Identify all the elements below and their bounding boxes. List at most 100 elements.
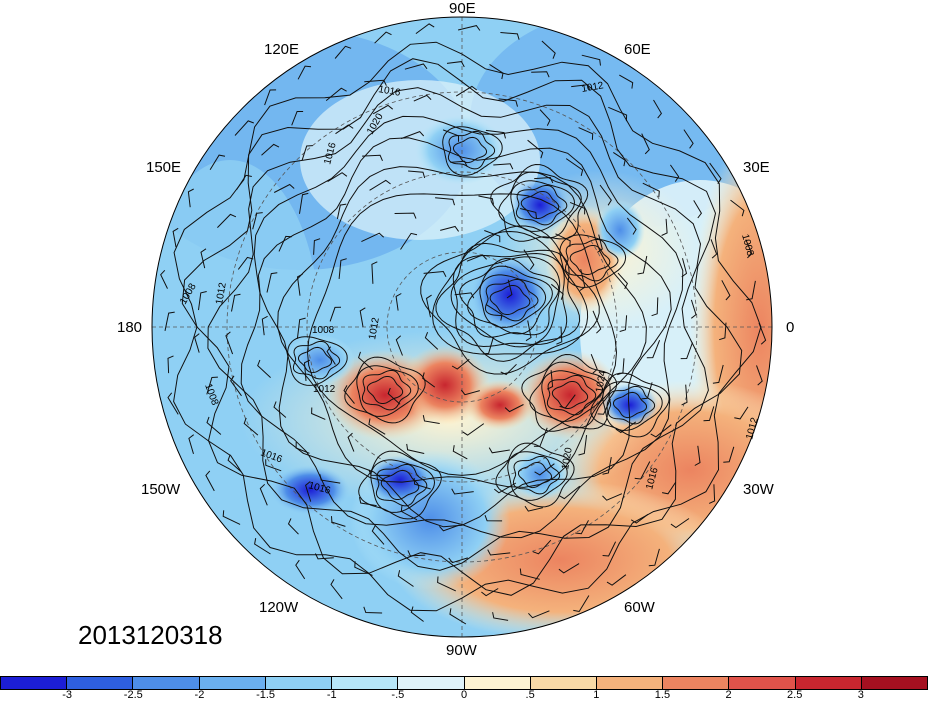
colorbar-segment <box>795 677 862 689</box>
isobar-contour <box>564 238 619 282</box>
wind-barb <box>581 54 601 66</box>
wind-barb <box>555 233 571 247</box>
wind-barb <box>261 315 268 336</box>
longitude-label-30e: 30E <box>743 159 770 176</box>
wind-barb <box>295 559 306 580</box>
wind-barb <box>662 481 677 495</box>
wind-barb <box>437 576 457 592</box>
wind-barb <box>669 164 680 182</box>
isobar-contour <box>546 374 597 416</box>
colorbar-segment <box>530 677 597 689</box>
wind-barb <box>498 98 518 107</box>
wind-barb <box>450 160 468 167</box>
colorbar-tick-label: -1.5 <box>256 689 276 701</box>
wind-barb <box>440 225 460 232</box>
isobar-contour <box>479 274 547 328</box>
wind-barb <box>531 71 550 78</box>
isobar-contour <box>450 256 561 348</box>
isobar-contour <box>484 278 539 322</box>
wind-barb <box>482 336 494 355</box>
isobar-contour <box>298 346 332 374</box>
wind-barb <box>523 249 535 270</box>
wind-barb <box>423 270 447 278</box>
wind-barb <box>198 291 207 311</box>
isobar-contour <box>613 391 647 419</box>
wind-barb <box>336 203 347 220</box>
wind-barb <box>694 445 701 466</box>
wind-barb <box>670 518 690 529</box>
wind-barb <box>359 307 366 327</box>
wind-barb <box>327 172 348 183</box>
wind-barb <box>425 294 432 318</box>
wind-barb <box>488 447 510 454</box>
wind-barb <box>299 192 309 214</box>
wind-barb <box>550 283 564 300</box>
isobar-label: 1016 <box>377 84 401 99</box>
wind-barb <box>343 385 355 404</box>
wind-barb <box>234 120 254 136</box>
wind-barb <box>259 483 268 506</box>
wind-barb <box>359 497 377 507</box>
wind-barb <box>449 608 467 625</box>
colorbar-segment <box>199 677 266 689</box>
wind-barb <box>273 401 287 418</box>
isobar-contour <box>495 442 575 508</box>
isobar-label: 1012 <box>313 384 336 395</box>
isobar-contour <box>432 230 589 355</box>
wind-barb <box>457 25 481 31</box>
wind-barb <box>534 463 555 476</box>
wind-barb <box>362 154 383 161</box>
wind-barb <box>619 74 634 89</box>
wind-barb <box>301 145 313 161</box>
wind-barb <box>492 612 509 621</box>
isobar-contour <box>498 171 582 239</box>
isobar-label: 1020 <box>560 446 575 470</box>
wind-barb <box>400 131 425 140</box>
wind-barb <box>690 299 697 319</box>
isobar-contour <box>453 136 487 164</box>
wind-barb <box>313 238 321 255</box>
wind-barb <box>264 89 277 106</box>
wind-barb <box>164 311 175 332</box>
isobar-contour <box>306 193 618 476</box>
wind-barb <box>558 485 581 500</box>
isobar-contour <box>292 340 341 380</box>
wind-barb <box>265 459 282 472</box>
longitude-label-60w: 60W <box>624 599 655 616</box>
wind-barb <box>160 269 168 289</box>
colorbar-segment <box>398 677 465 689</box>
wind-barb <box>599 184 612 206</box>
isobar-contour <box>512 455 561 495</box>
wind-barb <box>650 424 672 438</box>
longitude-label-90w: 90W <box>446 642 477 659</box>
wind-barb <box>709 162 722 184</box>
wind-barb <box>493 163 514 170</box>
wind-barb <box>506 279 513 299</box>
longitude-label-150e: 150E <box>146 159 182 176</box>
wind-barb <box>325 87 347 101</box>
wind-barb <box>484 515 503 522</box>
wind-barb <box>334 45 352 59</box>
isobar-label: 1008 <box>312 325 335 336</box>
wind-barb <box>533 427 548 447</box>
wind-barb <box>413 94 432 102</box>
isobar-contour <box>507 451 568 501</box>
isobar-contour <box>257 137 672 528</box>
isobar-contour <box>277 166 647 488</box>
wind-barb <box>617 358 625 376</box>
map-boundary <box>151 16 773 638</box>
wind-barb <box>371 525 385 545</box>
wind-barb <box>525 320 532 342</box>
wind-barb <box>626 217 637 235</box>
wind-barb <box>439 524 460 532</box>
wind-barb <box>209 154 226 170</box>
wind-barb <box>347 432 355 452</box>
wind-barb <box>363 606 383 614</box>
wind-barb <box>712 364 724 384</box>
wind-barb <box>371 261 378 284</box>
wind-barb <box>230 375 242 397</box>
longitude-label-90e: 90E <box>449 0 476 17</box>
wind-barb <box>243 417 259 436</box>
colorbar-segment <box>596 677 664 689</box>
wind-barb <box>387 387 401 405</box>
